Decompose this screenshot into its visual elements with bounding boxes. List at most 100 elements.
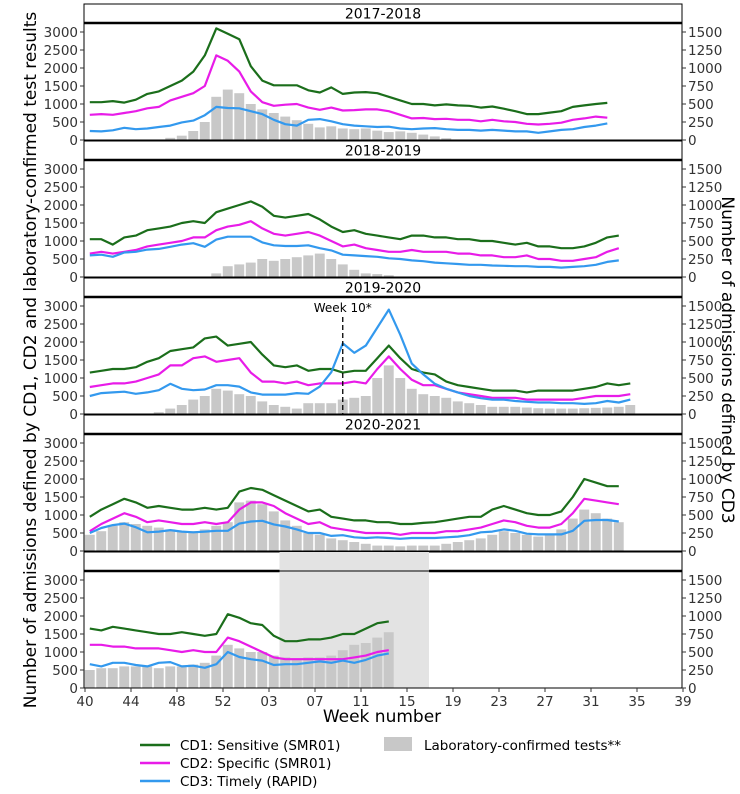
lab-bar: [107, 525, 118, 551]
y-left-tick-label: 1500: [44, 353, 78, 369]
lab-bar: [372, 545, 383, 551]
lab-bar: [245, 652, 256, 688]
lab-bar: [590, 407, 601, 414]
lab-bar: [533, 408, 544, 414]
lab-bar: [487, 406, 498, 414]
lab-bar: [314, 534, 325, 551]
y-right-tick-label: 1250: [688, 317, 722, 333]
y-left-tick-label: 2500: [44, 591, 78, 607]
lab-bar: [441, 138, 452, 140]
lab-bar: [429, 136, 440, 140]
y-left-tick-label: 3000: [44, 162, 78, 178]
y-left-tick-label: 500: [52, 526, 78, 542]
lab-bar: [291, 659, 302, 688]
lab-bar: [567, 408, 578, 414]
y-left-tick-label: 3000: [44, 25, 78, 41]
panel-frame: [83, 296, 683, 415]
y-right-tick-label: 250: [688, 115, 714, 131]
lab-bar: [130, 666, 141, 688]
lab-bar: [280, 406, 291, 414]
y-left-tick-label: 1500: [44, 490, 78, 506]
y-right-tick-label: 0: [688, 681, 697, 697]
y-right-tick-label: 0: [688, 544, 697, 560]
y-left-tick-label: 1000: [44, 234, 78, 250]
lab-bar: [130, 524, 141, 551]
lab-bar: [303, 403, 314, 414]
y-left-tick-label: 1000: [44, 371, 78, 387]
lab-bar: [268, 655, 279, 688]
lab-bar: [245, 500, 256, 551]
lab-bar: [464, 540, 475, 551]
lab-bar: [337, 650, 348, 688]
lab-bar: [406, 388, 417, 414]
lab-bar: [280, 520, 291, 551]
y-left-tick-label: 0: [69, 407, 78, 423]
y-left-tick-label: 2500: [44, 317, 78, 333]
y-right-tick-label: 1500: [688, 436, 722, 452]
lab-bar: [395, 378, 406, 414]
y-left-tick-label: 1500: [44, 627, 78, 643]
y-left-tick-label: 3000: [44, 436, 78, 452]
lab-bar: [349, 129, 360, 140]
lab-bar: [234, 502, 245, 551]
x-tick-label: 15: [398, 694, 415, 710]
y-right-tick-label: 250: [688, 389, 714, 405]
lab-bar: [579, 509, 590, 551]
y-right-tick-label: 1500: [688, 573, 722, 589]
x-tick-label: 27: [536, 694, 553, 710]
lab-bar: [119, 522, 130, 551]
lab-bar: [556, 408, 567, 414]
lab-bar: [510, 406, 521, 414]
lab-bar: [464, 403, 475, 414]
lab-bar: [349, 542, 360, 551]
y-right-tick-label: 1250: [688, 591, 722, 607]
lab-bar: [349, 644, 360, 688]
lab-bar: [360, 396, 371, 414]
cd3-line: [89, 105, 608, 134]
lab-bar: [613, 406, 624, 414]
legend-label: CD1: Sensitive (SMR01): [180, 738, 340, 754]
lab-bar: [268, 260, 279, 277]
y-right-tick-label: 1000: [688, 335, 722, 351]
x-axis-label: Week number: [323, 707, 441, 727]
y-left-tick-label: 500: [52, 663, 78, 679]
lab-bar: [475, 405, 486, 414]
lab-bar: [314, 253, 325, 277]
lab-bar: [268, 511, 279, 551]
lab-bar: [211, 655, 222, 688]
y-right-tick-label: 1500: [688, 299, 722, 315]
y-right-tick-label: 1500: [688, 162, 722, 178]
lab-bar: [452, 401, 463, 414]
panel-title: 2017-2018: [345, 7, 421, 23]
lab-bar: [291, 408, 302, 414]
lab-bar: [544, 534, 555, 551]
x-tick-label: 31: [582, 694, 599, 710]
lab-bar: [372, 637, 383, 688]
lab-bar: [153, 668, 164, 688]
lab-bar: [521, 407, 532, 414]
lab-bar: [337, 540, 348, 551]
lab-bar: [326, 126, 337, 140]
lab-bar: [383, 132, 394, 140]
y-right-tick-label: 500: [688, 234, 714, 250]
lab-bar: [188, 664, 199, 688]
lab-bar: [165, 408, 176, 414]
lab-bar: [199, 396, 210, 414]
lab-bar: [280, 259, 291, 277]
y-left-tick-label: 1000: [44, 508, 78, 524]
y-right-tick-label: 250: [688, 526, 714, 542]
lab-bar: [245, 104, 256, 140]
lab-bar: [188, 531, 199, 551]
y-right-tick-label: 750: [688, 627, 714, 643]
lab-bar: [165, 529, 176, 551]
lab-bar: [176, 405, 187, 414]
lab-bar: [406, 545, 417, 551]
lab-bar: [395, 131, 406, 140]
y-right-tick-label: 750: [688, 353, 714, 369]
y-left-tick-label: 1500: [44, 216, 78, 232]
lab-bar: [280, 116, 291, 140]
y-right-tick-label: 1000: [688, 61, 722, 77]
y-right-tick-label: 500: [688, 645, 714, 661]
legend-swatch: [384, 737, 412, 751]
lab-bar: [84, 670, 95, 688]
